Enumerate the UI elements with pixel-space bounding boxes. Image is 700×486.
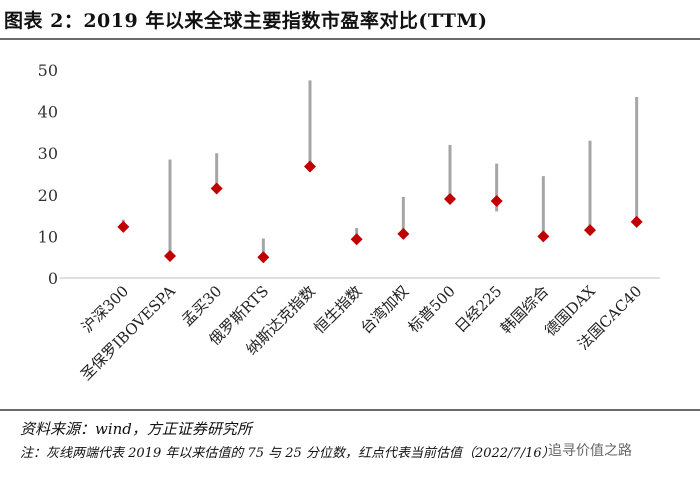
current-value-marker (397, 227, 410, 240)
y-tick-label: 10 (38, 227, 58, 246)
current-value-marker (490, 195, 503, 208)
x-category-label: 恒生指数 (310, 282, 365, 337)
y-tick-label: 40 (38, 103, 58, 122)
title-divider (0, 38, 700, 40)
current-value-marker (584, 224, 596, 237)
current-value-marker (164, 249, 176, 262)
y-tick-label: 0 (48, 269, 58, 288)
current-value-marker (444, 192, 456, 205)
y-tick-label: 30 (38, 144, 58, 163)
x-category-label: 标普500 (405, 282, 459, 336)
x-category-label: 台湾加权 (357, 282, 412, 337)
source-note: 资料来源：wind，方正证券研究所 (20, 420, 252, 438)
chart-marks (117, 80, 643, 264)
current-value-marker (630, 215, 643, 228)
y-tick-label: 50 (38, 61, 58, 80)
current-value-marker (350, 233, 363, 246)
watermark: 追寻价值之路 (548, 443, 632, 459)
chart-title: 图表 2：2019 年以来全球主要指数市盈率对比(TTM) (4, 10, 488, 32)
current-value-marker (117, 220, 130, 233)
current-value-marker (304, 160, 316, 173)
current-value-marker (210, 182, 223, 195)
current-value-marker (537, 230, 550, 243)
y-tick-label: 20 (38, 186, 58, 205)
current-value-marker (257, 251, 270, 264)
y-axis: 0 10 20 30 40 50 (38, 61, 58, 288)
x-category-label: 日经225 (451, 282, 505, 336)
footer-divider (0, 409, 700, 411)
footnote: 注：灰线两端代表 2019 年以来估值的 75 与 25 分位数，红点代表当前估… (20, 446, 555, 461)
